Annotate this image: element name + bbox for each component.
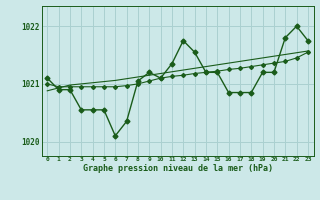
X-axis label: Graphe pression niveau de la mer (hPa): Graphe pression niveau de la mer (hPa) (83, 164, 273, 173)
